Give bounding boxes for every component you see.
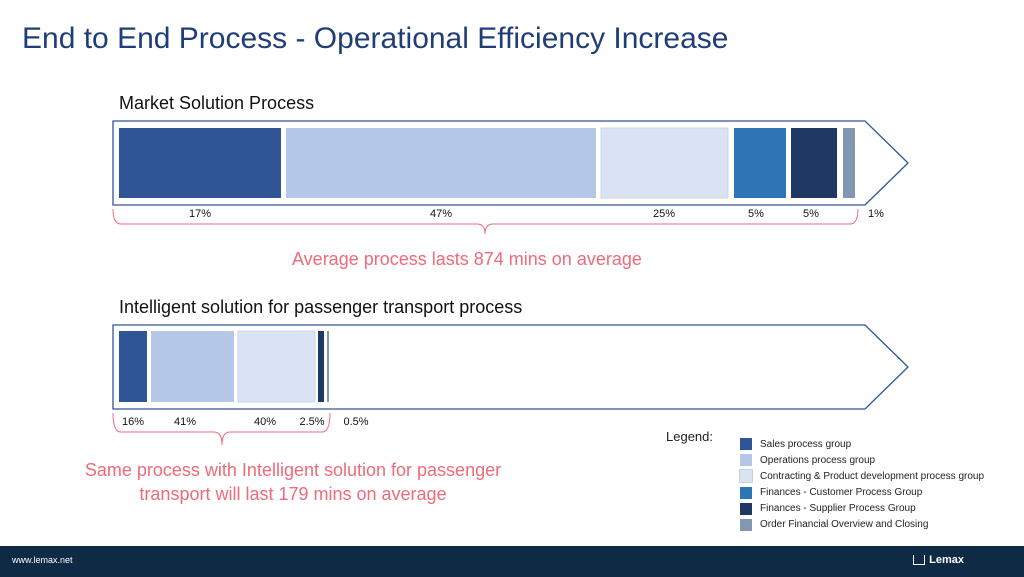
intelligent-pct-fin-supplier: 2.5% — [299, 416, 325, 428]
intelligent-summary: Same process with Intelligent solution f… — [58, 458, 528, 506]
legend: Sales process group Operations process g… — [739, 436, 985, 533]
market-pct-sales: 17% — [188, 208, 212, 220]
legend-item-fin-customer: Finances - Customer Process Group — [740, 485, 984, 501]
intelligent-pct-order-closing: 0.5% — [343, 416, 369, 428]
legend-text-order-closing: Order Financial Overview and Closing — [760, 519, 929, 531]
legend-text-fin-customer: Finances - Customer Process Group — [760, 487, 923, 499]
market-segment-sales — [119, 128, 281, 198]
legend-item-fin-supplier: Finances - Supplier Process Group — [740, 501, 984, 517]
market-summary: Average process lasts 874 mins on averag… — [292, 249, 642, 269]
intelligent-pct-contracting: 40% — [253, 416, 277, 428]
intelligent-summary-line1: Same process with Intelligent solution f… — [84, 460, 502, 480]
market-brace — [112, 208, 859, 235]
footer-url-link[interactable]: www.lemax.net — [12, 555, 73, 565]
legend-swatch-fin-customer — [740, 486, 752, 499]
intelligent-segment-sales — [119, 331, 147, 402]
market-segment-order-closing — [843, 128, 855, 198]
market-process-title: Market Solution Process — [119, 93, 315, 113]
legend-item-order-closing: Order Financial Overview and Closing — [740, 517, 984, 533]
legend-swatch-sales — [740, 438, 752, 450]
intelligent-segment-order-closing — [327, 331, 329, 402]
intelligent-pct-sales: 16% — [121, 416, 145, 428]
footer-logo-text: Lemax — [929, 554, 964, 566]
intelligent-segment-operations — [151, 331, 234, 402]
legend-item-sales: Sales process group — [740, 436, 984, 452]
market-pct-contracting: 25% — [652, 208, 676, 220]
legend-text-sales: Sales process group — [760, 438, 852, 450]
intelligent-segment-fin-supplier — [318, 331, 324, 402]
legend-swatch-fin-supplier — [740, 502, 752, 515]
legend-item-contracting: Contracting & Product development proces… — [739, 468, 985, 484]
market-pct-fin-supplier: 5% — [803, 208, 819, 220]
legend-swatch-contracting — [739, 469, 753, 484]
market-segment-fin-customer — [734, 128, 786, 198]
legend-text-operations: Operations process group — [760, 454, 876, 466]
market-segment-fin-supplier — [791, 128, 837, 198]
market-segment-operations — [286, 128, 596, 198]
lemax-logo-icon — [913, 555, 926, 565]
market-segment-contracting — [600, 127, 729, 199]
footer-logo: Lemax — [913, 554, 964, 566]
legend-text-fin-supplier: Finances - Supplier Process Group — [760, 503, 916, 515]
market-pct-fin-customer: 5% — [748, 208, 764, 220]
intelligent-brace — [112, 412, 331, 446]
legend-label: Legend: — [666, 429, 713, 444]
footer-bar: www.lemax.net Lemax — [0, 546, 1024, 577]
intelligent-segment-contracting — [237, 330, 316, 403]
page-title: End to End Process - Operational Efficie… — [22, 22, 729, 55]
intelligent-pct-operations: 41% — [173, 416, 197, 428]
legend-text-contracting: Contracting & Product development proces… — [760, 470, 985, 482]
market-pct-order-closing: 1% — [868, 208, 884, 220]
legend-swatch-operations — [740, 454, 752, 467]
legend-swatch-order-closing — [740, 518, 752, 531]
legend-item-operations: Operations process group — [740, 452, 984, 468]
market-pct-operations: 47% — [429, 208, 453, 220]
process-diagram — [112, 120, 909, 446]
intelligent-summary-line2: transport will last 179 mins on average — [139, 484, 447, 504]
intelligent-process-title: Intelligent solution for passenger trans… — [119, 297, 523, 317]
